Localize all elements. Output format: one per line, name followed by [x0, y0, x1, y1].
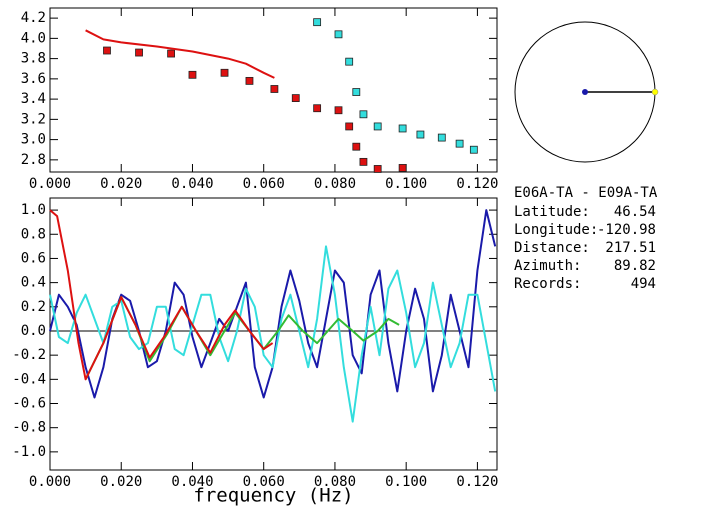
series-line [49, 245, 497, 423]
x-tick-label: 0.080 [314, 176, 356, 192]
y-tick-label: -0.2 [12, 347, 46, 363]
series-line [85, 29, 275, 79]
y-tick-label: 3.2 [21, 111, 46, 127]
x-tick-label: 0.060 [243, 176, 285, 192]
series-line [49, 209, 274, 381]
x-tick-label: 0.040 [171, 176, 213, 192]
data-point [188, 70, 197, 79]
x-tick-label: 0.020 [100, 474, 142, 490]
info-value: 89.82 [614, 258, 656, 274]
x-tick-label: 0.000 [29, 176, 71, 192]
data-point [245, 76, 254, 85]
y-tick-label: -0.4 [12, 371, 46, 387]
info-label: Longitude: [514, 222, 598, 238]
y-tick-label: -1.0 [12, 444, 46, 460]
info-label: Azimuth: [514, 258, 581, 274]
x-tick-label: 0.080 [314, 474, 356, 490]
data-point [373, 122, 382, 131]
y-tick-label: -0.6 [12, 396, 46, 412]
data-point [313, 104, 322, 113]
station-a [582, 89, 588, 95]
x-axis-title: frequency (Hz) [193, 485, 353, 507]
y-tick-label: 4.0 [21, 30, 46, 46]
data-point [270, 85, 279, 93]
x-tick-label: 0.020 [100, 176, 142, 192]
data-point [416, 130, 425, 139]
y-tick-label: 0.6 [21, 250, 46, 266]
info-value: -120.98 [597, 222, 656, 238]
data-point [291, 94, 300, 102]
y-tick-label: 3.6 [21, 71, 46, 87]
y-tick-label: 0.0 [21, 323, 46, 339]
data-point [167, 49, 175, 58]
data-point [345, 122, 354, 131]
data-point [345, 57, 354, 66]
data-point [398, 124, 407, 133]
x-tick-label: 0.100 [385, 176, 427, 192]
x-tick-label: 0.120 [456, 474, 498, 490]
data-point [334, 106, 343, 115]
data-point [359, 157, 368, 166]
data-point [103, 46, 111, 55]
x-tick-label: 0.060 [243, 474, 285, 490]
data-point [455, 139, 464, 148]
data-point [437, 133, 446, 142]
y-tick-label: 3.4 [21, 91, 46, 107]
y-tick-label: 3.0 [21, 132, 46, 148]
data-point [373, 165, 382, 173]
x-tick-label: 0.040 [171, 474, 213, 490]
y-tick-label: 2.8 [21, 152, 46, 168]
y-tick-label: 0.4 [21, 275, 46, 291]
y-tick-label: 4.2 [21, 10, 46, 26]
data-point [334, 30, 343, 39]
station-b [651, 88, 659, 96]
info-label: Latitude: [514, 204, 590, 220]
data-point [135, 48, 143, 57]
station-map [514, 21, 659, 163]
plot-frame [49, 7, 498, 173]
x-tick-label: 0.000 [29, 474, 71, 490]
y-tick-label: 1.0 [21, 202, 46, 218]
data-point [352, 142, 361, 151]
x-tick-label: 0.100 [385, 474, 427, 490]
info-value: 46.54 [614, 204, 656, 220]
plot-frame [49, 197, 498, 471]
info-value: 494 [631, 276, 656, 292]
data-point [469, 145, 478, 154]
info-label: Records: [514, 276, 581, 292]
data-point [313, 18, 322, 27]
info-label: Distance: [514, 240, 590, 256]
data-point [398, 164, 407, 172]
data-point [220, 68, 229, 77]
data-point [359, 110, 368, 119]
info-value: 217.51 [605, 240, 656, 256]
x-tick-label: 0.120 [456, 176, 498, 192]
y-tick-label: -0.8 [12, 420, 46, 436]
y-tick-label: 3.8 [21, 51, 46, 67]
info-title: E06A-TA - E09A-TA [514, 185, 658, 201]
y-tick-label: 0.2 [21, 299, 46, 315]
y-tick-label: 0.8 [21, 226, 46, 242]
data-point [352, 88, 361, 96]
